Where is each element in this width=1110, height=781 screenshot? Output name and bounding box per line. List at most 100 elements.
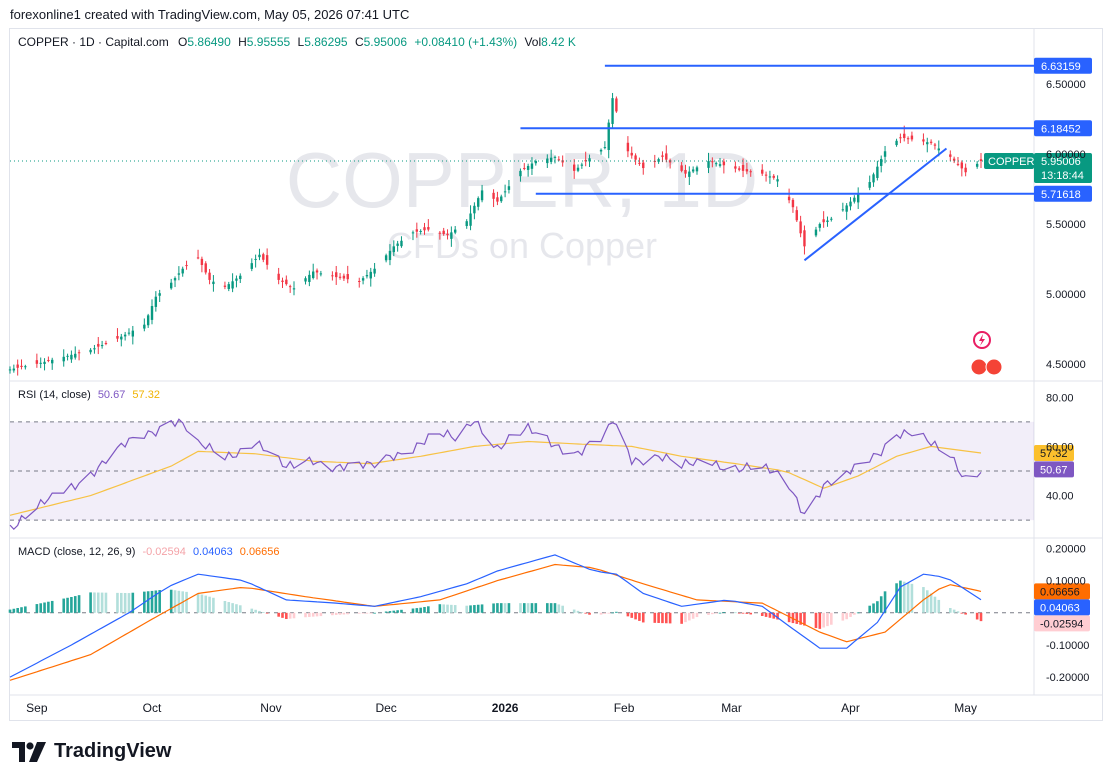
macd-histogram-bar: [177, 590, 181, 613]
candle: [74, 346, 77, 360]
candle-body: [906, 138, 910, 140]
candle: [396, 240, 399, 252]
candle: [146, 313, 150, 328]
macd-histogram-bar: [442, 604, 445, 613]
macd-legend[interactable]: MACD (close, 12, 26, 9) -0.02594 0.04063…: [18, 546, 280, 558]
macd-histogram-bar: [638, 612, 641, 621]
chart-side-icons: [970, 331, 1003, 376]
candle: [208, 269, 211, 285]
macd-histogram-bar: [879, 596, 883, 613]
candle-body: [899, 137, 902, 139]
macd-histogram-bar: [39, 603, 43, 613]
candle-body: [39, 362, 42, 364]
candle-body: [929, 141, 933, 143]
candle-body: [438, 232, 442, 234]
rsi-tag: [1034, 461, 1074, 478]
candle-body: [227, 284, 230, 289]
candle-body: [239, 275, 242, 280]
candle-body: [764, 174, 768, 176]
symbol-legend[interactable]: COPPER · 1D · Capital.com O5.86490 H5.95…: [18, 35, 576, 49]
candle: [576, 164, 580, 173]
macd-histogram-bar: [630, 612, 634, 618]
last-price-label: 5.95006: [1041, 156, 1081, 168]
macd-histogram-bar: [154, 590, 158, 613]
candle-body: [611, 98, 614, 124]
candle-body: [768, 176, 772, 178]
candle: [734, 161, 737, 173]
candle: [526, 163, 530, 177]
candle: [411, 230, 415, 241]
candle: [212, 275, 215, 292]
us-flag-icon: [970, 358, 988, 376]
candle-body: [12, 368, 16, 371]
candle: [714, 161, 718, 167]
candle: [626, 136, 630, 158]
candle: [519, 168, 522, 182]
candle: [200, 256, 204, 273]
rsi-legend[interactable]: RSI (14, close) 50.67 57.32: [18, 389, 160, 401]
macd-histogram-bar: [549, 603, 553, 613]
candle-body: [738, 168, 741, 170]
macd-histogram-bar: [722, 611, 726, 613]
macd-histogram-bar: [373, 612, 376, 614]
level-price-tag: [1034, 185, 1092, 202]
candle-body: [258, 254, 261, 258]
candle-body: [8, 369, 12, 371]
macd-histogram-bar: [204, 595, 208, 613]
candle: [803, 225, 806, 255]
candle: [442, 227, 445, 236]
candle: [615, 96, 618, 113]
price-tick-label: 5.00000: [1046, 289, 1086, 301]
candle-body: [534, 161, 537, 164]
macd-histogram-bar: [876, 601, 879, 613]
candle: [922, 133, 925, 146]
candle: [77, 349, 81, 361]
price-tick-label: 6.50000: [1046, 79, 1086, 91]
tradingview-logo[interactable]: TradingView: [12, 740, 171, 763]
macd-histogram-bar: [288, 612, 292, 619]
candle-body: [787, 196, 791, 201]
candle: [503, 184, 507, 198]
candle: [588, 154, 591, 168]
candle-body: [24, 366, 27, 368]
high-value: 5.95555: [246, 35, 291, 49]
candle-body: [427, 227, 430, 230]
macd-histogram-bar: [925, 590, 929, 613]
candle: [369, 267, 372, 287]
candle: [66, 353, 69, 361]
candle: [492, 189, 495, 208]
candle: [768, 170, 772, 184]
candle: [204, 261, 207, 275]
macd-histogram-bar: [423, 606, 426, 613]
macd-histogram-bar: [277, 612, 280, 617]
candle-body: [338, 276, 342, 278]
candle: [120, 333, 123, 347]
macd-histogram-bar: [365, 612, 369, 614]
candle: [308, 270, 311, 287]
candle-body: [503, 191, 507, 193]
candle-body: [791, 199, 795, 208]
macd-title: MACD (close, 12, 26, 9): [18, 546, 136, 558]
candle-body: [446, 233, 449, 236]
candle-body: [588, 158, 591, 162]
time-axis: Sep Oct Nov Dec 2026 Feb Mar Apr May: [26, 701, 977, 715]
candle: [711, 157, 714, 168]
candle-body: [342, 275, 346, 279]
macd-histogram-bar: [588, 612, 591, 615]
candle: [388, 244, 392, 266]
macd-histogram-bar: [392, 610, 396, 613]
candle-body: [845, 205, 848, 212]
candle: [258, 248, 261, 261]
macd-histogram-bar: [411, 608, 415, 613]
macd-histogram-bar: [196, 593, 200, 613]
macd-histogram-bar: [714, 612, 718, 614]
trendline: [803, 147, 948, 262]
tradingview-logo-icon: [12, 741, 46, 762]
chart-watermark: COPPER, 1D CFDs on Copper: [286, 136, 758, 266]
candle-body: [776, 179, 779, 182]
symbol-tag-label: COPPER: [988, 156, 1035, 168]
macd-histogram-bar: [212, 597, 215, 613]
candle-body: [477, 198, 480, 207]
candle-body: [143, 324, 146, 329]
